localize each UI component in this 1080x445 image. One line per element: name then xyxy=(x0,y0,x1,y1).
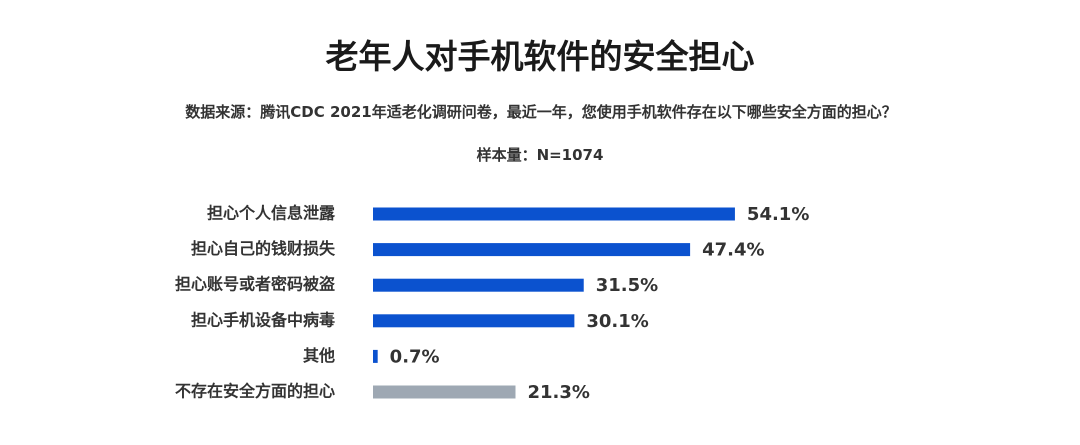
chart-title: 老年人对手机软件的安全担心 xyxy=(325,37,755,76)
value-label: 0.7% xyxy=(390,346,440,367)
value-label: 31.5% xyxy=(596,275,658,296)
category-label: 担心手机设备中病毒 xyxy=(191,310,335,329)
value-label: 30.1% xyxy=(586,311,648,332)
bar xyxy=(373,385,516,399)
category-label: 其他 xyxy=(303,346,335,365)
value-label: 54.1% xyxy=(747,204,809,225)
chart-subtitle: 数据来源：腾讯CDC 2021年适老化调研问卷，最近一年，您使用手机软件存在以下… xyxy=(185,103,897,121)
category-label: 担心自己的钱财损失 xyxy=(191,239,336,258)
sample-size: 样本量：N=1074 xyxy=(476,146,604,164)
bar xyxy=(373,278,584,292)
value-label: 47.4% xyxy=(702,240,764,261)
bar xyxy=(373,207,735,221)
value-label: 21.3% xyxy=(527,382,589,403)
category-label: 不存在安全方面的担心 xyxy=(175,382,335,401)
category-label: 担心个人信息泄露 xyxy=(207,204,336,223)
category-label: 担心账号或者密码被盗 xyxy=(175,275,335,294)
bar xyxy=(373,314,575,328)
bar xyxy=(373,243,691,257)
bar xyxy=(373,349,378,363)
